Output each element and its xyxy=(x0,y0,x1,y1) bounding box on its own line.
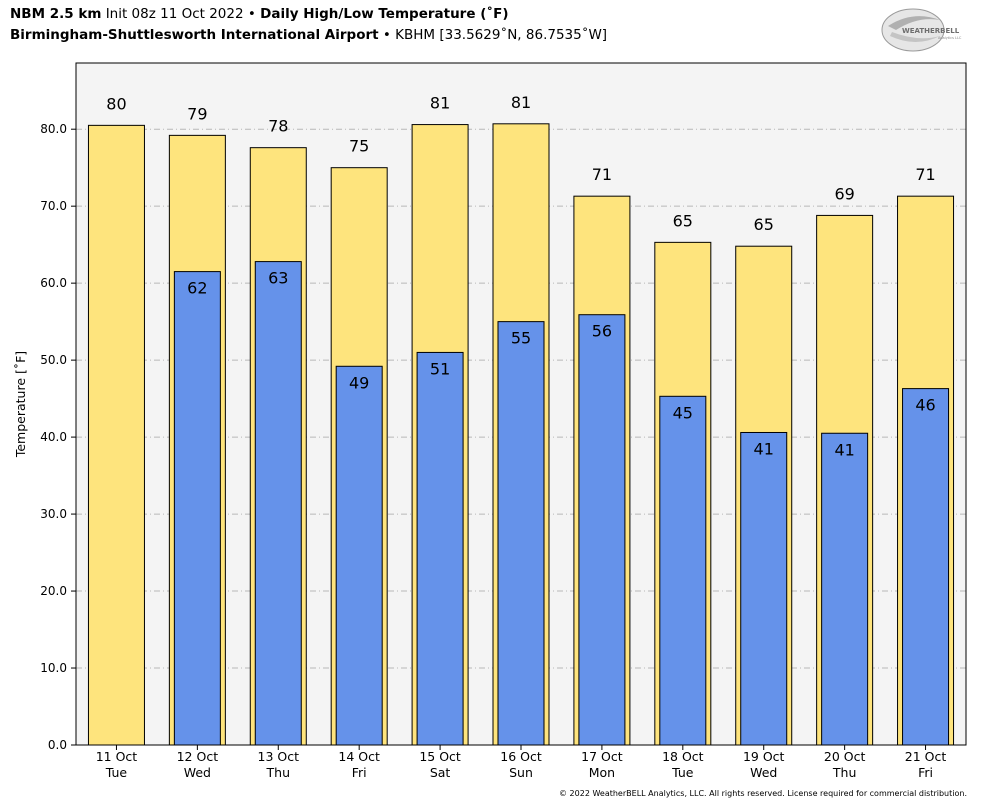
product-title: Daily High/Low Temperature (˚F) xyxy=(260,6,509,22)
x-tick-label-day: Thu xyxy=(832,765,856,780)
x-tick-label-day: Thu xyxy=(266,765,290,780)
high-value-label: 80 xyxy=(106,94,126,113)
data-labels: 80 79 62 78 63 75 49 81 51 81 55 71 56 65 45 65 41 69 41 71… xyxy=(106,93,935,459)
low-bar xyxy=(254,261,302,746)
low-bar xyxy=(578,314,626,746)
y-tick-label: 10.0 xyxy=(40,661,67,675)
station-info: KBHM [33.5629˚N, 86.7535˚W] xyxy=(395,27,608,43)
high-value-label: 81 xyxy=(511,93,531,112)
low-temperature-bars xyxy=(173,261,950,746)
y-axis: 0.0 10.0 20.0 30.0 40.0 50.0 60.0 70.0 80.0 xyxy=(40,122,76,752)
low-bar xyxy=(902,388,950,746)
x-tick-label-day: Sat xyxy=(430,765,451,780)
y-tick-label: 40.0 xyxy=(40,430,67,444)
low-value-label: 41 xyxy=(754,439,774,458)
chart-header-line-1: NBM 2.5 km Init 08z 11 Oct 2022 • Daily … xyxy=(10,6,509,22)
y-tick-label: 80.0 xyxy=(40,122,67,136)
weatherbell-logo: WEATHERBELL Analytics LLC xyxy=(881,8,962,52)
low-value-label: 56 xyxy=(592,322,612,341)
low-bar xyxy=(497,321,545,746)
x-tick-label-date: 12 Oct xyxy=(177,749,219,764)
high-value-label: 81 xyxy=(430,94,450,113)
high-value-label: 71 xyxy=(915,165,935,184)
x-tick-label-day: Mon xyxy=(589,765,615,780)
chart-header-line-2: Birmingham-Shuttlesworth International A… xyxy=(10,27,607,43)
y-tick-label: 50.0 xyxy=(40,353,67,367)
high-bar xyxy=(87,124,145,746)
x-tick-label-date: 16 Oct xyxy=(500,749,542,764)
x-tick-label-date: 17 Oct xyxy=(581,749,623,764)
x-tick-label-date: 11 Oct xyxy=(96,749,138,764)
x-tick-label-day: Tue xyxy=(671,765,694,780)
x-tick-label-date: 15 Oct xyxy=(419,749,461,764)
low-value-label: 41 xyxy=(834,440,854,459)
model-name: NBM 2.5 km xyxy=(10,6,102,22)
low-value-label: 63 xyxy=(268,269,288,288)
separator: • xyxy=(382,27,391,43)
x-tick-label-date: 19 Oct xyxy=(743,749,785,764)
high-value-label: 69 xyxy=(834,184,854,203)
x-tick-label-date: 14 Oct xyxy=(338,749,380,764)
low-value-label: 55 xyxy=(511,329,531,348)
x-tick-label-date: 20 Oct xyxy=(824,749,866,764)
x-tick-label-day: Fri xyxy=(918,765,933,780)
low-bar xyxy=(659,395,707,746)
low-bar xyxy=(416,351,464,746)
x-tick-label-day: Wed xyxy=(750,765,777,780)
copyright-notice: © 2022 WeatherBELL Analytics, LLC. All r… xyxy=(559,789,967,798)
low-bar xyxy=(821,432,869,746)
low-bar xyxy=(173,271,221,746)
y-tick-label: 30.0 xyxy=(40,507,67,521)
y-tick-label: 70.0 xyxy=(40,199,67,213)
separator: • xyxy=(247,6,256,22)
high-value-label: 79 xyxy=(187,104,207,123)
high-value-label: 65 xyxy=(673,211,693,230)
y-tick-label: 20.0 xyxy=(40,584,67,598)
high-value-label: 71 xyxy=(592,165,612,184)
x-tick-label-day: Wed xyxy=(184,765,211,780)
x-tick-label-date: 18 Oct xyxy=(662,749,704,764)
x-tick-label-day: Tue xyxy=(105,765,128,780)
y-tick-label: 0.0 xyxy=(48,738,67,752)
low-value-label: 45 xyxy=(673,403,693,422)
x-tick-label-day: Sun xyxy=(509,765,533,780)
low-bar xyxy=(335,365,383,746)
y-tick-label: 60.0 xyxy=(40,276,67,290)
high-value-label: 75 xyxy=(349,137,369,156)
low-value-label: 51 xyxy=(430,359,450,378)
low-value-label: 46 xyxy=(915,396,935,415)
x-tick-label-date: 13 Oct xyxy=(258,749,300,764)
low-bar xyxy=(740,431,788,746)
y-axis-title: Temperature [˚F] xyxy=(13,351,28,458)
logo-text: WEATHERBELL xyxy=(902,27,960,35)
high-value-label: 65 xyxy=(754,215,774,234)
init-time: Init 08z 11 Oct 2022 xyxy=(105,6,244,22)
x-tick-label-day: Fri xyxy=(352,765,367,780)
low-value-label: 62 xyxy=(187,279,207,298)
logo-subtext: Analytics LLC xyxy=(938,36,962,40)
x-tick-label-date: 21 Oct xyxy=(905,749,947,764)
low-value-label: 49 xyxy=(349,373,369,392)
station-name: Birmingham-Shuttlesworth International A… xyxy=(10,27,379,43)
high-value-label: 78 xyxy=(268,117,288,136)
